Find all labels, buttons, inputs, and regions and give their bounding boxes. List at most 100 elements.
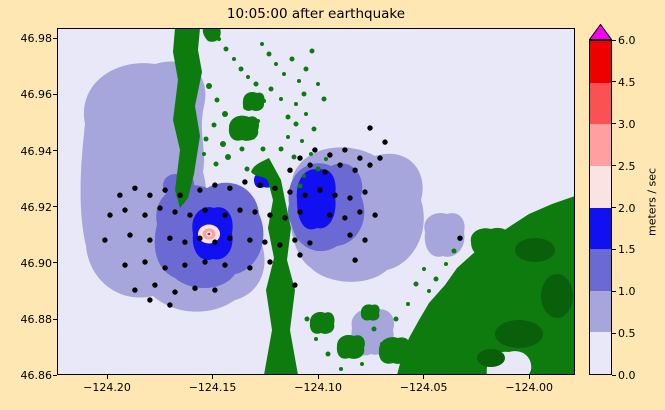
marsh-speckle xyxy=(462,267,466,271)
marsh-speckle xyxy=(309,48,315,54)
station-dot xyxy=(347,195,353,201)
marsh-speckle xyxy=(230,126,236,132)
station-dot xyxy=(222,212,228,218)
station-dot xyxy=(202,259,208,265)
marsh-speckle xyxy=(260,146,266,152)
x-tick-mark xyxy=(106,375,108,379)
axes-frame xyxy=(57,28,575,375)
station-dot xyxy=(302,192,308,198)
station-dot xyxy=(142,259,148,265)
plot-title: 10:05:00 after earthquake xyxy=(226,6,406,22)
colorbar-tick-mark xyxy=(612,374,616,376)
station-dot xyxy=(352,257,358,263)
station-dot xyxy=(212,287,218,293)
station-dot xyxy=(287,167,293,173)
y-tick-label: 46.86 xyxy=(20,369,53,383)
marsh-speckle xyxy=(427,289,431,293)
marsh-speckle xyxy=(222,111,228,117)
marsh-speckle xyxy=(250,134,256,140)
marsh-speckle xyxy=(422,267,426,271)
colorbar-band-0.0-to-0.5 xyxy=(590,332,611,374)
colorbar-tick-label: 0.5 xyxy=(618,327,636,341)
hill-shade-3 xyxy=(495,320,543,348)
marsh-speckle xyxy=(291,154,297,160)
marsh-speckle xyxy=(266,51,272,57)
marsh-speckle xyxy=(232,57,236,61)
colorbar-tick-label: 2.5 xyxy=(618,159,636,173)
marsh-speckle xyxy=(293,121,299,127)
station-dot xyxy=(167,302,173,308)
colorbar-tick-mark xyxy=(612,165,616,167)
x-tick-label: −124.10 xyxy=(294,381,342,394)
marsh-speckle xyxy=(206,83,212,89)
land-north-spit xyxy=(173,28,202,208)
y-tick-label: 46.96 xyxy=(20,88,53,102)
marsh-speckle xyxy=(217,37,221,41)
marsh-speckle xyxy=(286,135,290,139)
station-dot xyxy=(182,239,188,245)
station-dot xyxy=(177,192,183,198)
hill-shade-1 xyxy=(515,238,555,262)
colorbar-tick-label: 4.5 xyxy=(618,75,636,89)
colorbar-tick-label: 0.0 xyxy=(618,369,636,382)
marsh-speckle xyxy=(297,79,301,83)
marsh-speckle xyxy=(274,62,278,66)
marsh-speckle xyxy=(285,114,291,120)
station-dot xyxy=(202,207,208,213)
station-dot xyxy=(122,207,128,213)
x-tick-label: −124.05 xyxy=(399,381,448,394)
marsh-speckle xyxy=(406,302,410,306)
station-dot xyxy=(457,235,463,241)
marsh-speckle xyxy=(238,66,244,72)
colorbar-over-arrow-icon xyxy=(589,24,612,40)
station-dot xyxy=(297,252,303,258)
marsh-speckle xyxy=(260,42,264,46)
marsh-speckle xyxy=(302,174,306,178)
marsh-speckle xyxy=(315,166,321,172)
marsh-speckle xyxy=(225,154,231,160)
station-dot xyxy=(187,212,193,218)
station-dot xyxy=(212,239,218,245)
colorbar-band-4.5-to-6.0 xyxy=(590,41,611,83)
y-tick-mark xyxy=(53,374,57,376)
station-dot xyxy=(342,215,348,221)
marsh-speckle xyxy=(202,152,206,156)
station-dot xyxy=(222,262,228,268)
station-dot xyxy=(322,169,328,175)
colorbar-over-triangle xyxy=(589,24,612,40)
marsh-speckle xyxy=(451,248,457,254)
marsh-speckle xyxy=(266,162,270,166)
station-dot xyxy=(152,282,158,288)
colorbar-band-1.5-to-2.0 xyxy=(590,207,611,250)
station-dot xyxy=(162,187,168,193)
y-tick-label: 46.92 xyxy=(20,200,53,214)
land-east-islet xyxy=(470,227,512,257)
station-dot xyxy=(197,187,203,193)
colorbar-tick-label: 1.5 xyxy=(618,243,636,257)
station-dot xyxy=(367,125,373,131)
station-dot xyxy=(327,152,333,158)
land-middle-spit xyxy=(251,158,298,375)
station-dot xyxy=(307,162,313,168)
station-dot xyxy=(352,167,358,173)
marsh-speckle xyxy=(211,122,217,128)
marsh-speckle xyxy=(268,86,274,92)
marsh-speckle xyxy=(297,183,303,189)
y-tick-label: 46.94 xyxy=(20,144,53,158)
marsh-speckle xyxy=(360,362,364,366)
marsh-speckle xyxy=(246,75,250,79)
x-tick-mark xyxy=(212,375,214,379)
marsh-speckle xyxy=(413,281,419,287)
colorbar-band-3.0-to-4.5 xyxy=(590,82,611,125)
x-tick-mark xyxy=(528,375,530,379)
station-dot xyxy=(127,232,133,238)
marsh-speckle xyxy=(214,97,220,103)
marsh-speckle xyxy=(304,112,308,116)
y-tick-mark xyxy=(53,93,57,95)
colorbar-band-2.0-to-2.5 xyxy=(590,165,611,208)
colorbar-tick-label: 1.0 xyxy=(618,285,636,299)
station-dot xyxy=(102,237,108,243)
station-dot xyxy=(312,147,318,153)
x-tick-label: −124.00 xyxy=(505,381,554,394)
